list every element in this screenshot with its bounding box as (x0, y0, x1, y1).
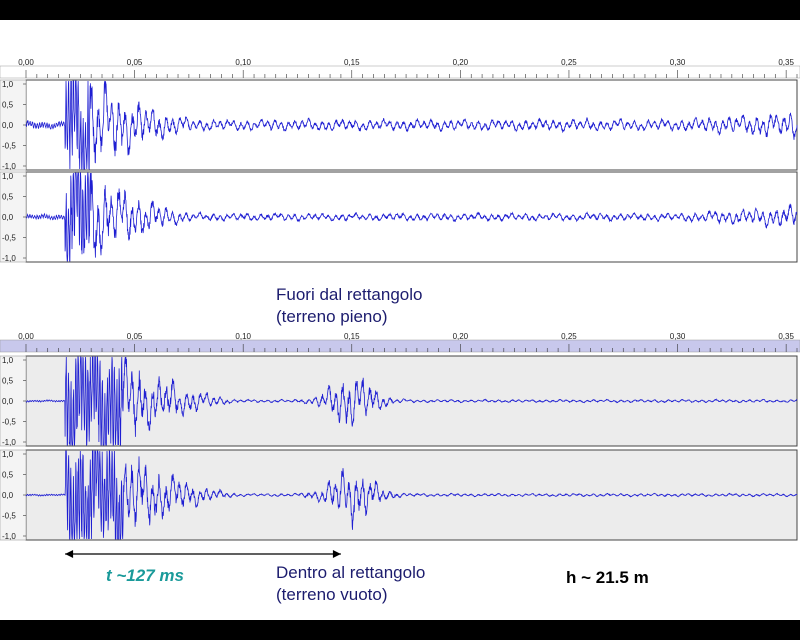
time-ruler: 0,00 0,05 0,10 0,15 0,20 0,25 0,30 0,35 (0, 332, 800, 353)
waveform-line-ch2 (25, 450, 798, 540)
height-annotation: h ~ 21.5 m (566, 568, 649, 587)
x-tick-label: 0,15 (344, 332, 360, 341)
top-caption-line1: Fuori dal rettangolo (276, 285, 423, 304)
waveform-line-ch1 (25, 356, 798, 447)
arrow-head-right (332, 550, 341, 558)
y-tick-label: 0,5 (2, 193, 14, 202)
bottom-caption: Dentro al rettangolo (terreno vuoto) (276, 562, 425, 606)
x-tick-label: 0,20 (453, 58, 469, 67)
y-tick-label: 0,5 (2, 101, 14, 110)
waveform-line-ch1 (25, 80, 798, 170)
x-tick-label: 0,05 (127, 332, 143, 341)
x-tick-label: 0,10 (235, 58, 251, 67)
top-waveform-panel: 0,00 0,05 0,10 0,15 0,20 0,25 0,30 0,35 1,0 0,5 0,… (0, 56, 800, 266)
time-annotation: t ~127 ms (106, 566, 184, 585)
x-tick-label: 0,25 (561, 332, 577, 341)
y-axis-strip (0, 449, 27, 541)
y-tick-label: -1,0 (2, 162, 16, 171)
y-tick-label: 1,0 (2, 80, 14, 89)
ruler-band (0, 65, 800, 79)
channel-track-1: 1,0 0,5 0,0 -0,5 -1,0 (0, 79, 798, 171)
y-tick-label: 1,0 (2, 450, 14, 459)
y-tick-label: -0,5 (2, 512, 16, 521)
bottom-caption-line1: Dentro al rettangolo (276, 563, 426, 582)
y-tick-label: 0,5 (2, 377, 14, 386)
waveform-line-ch2 (26, 172, 798, 262)
y-axis-strip (0, 171, 27, 263)
top-caption: Fuori dal rettangolo (terreno pieno) (276, 284, 422, 328)
time-ruler: 0,00 0,05 0,10 0,15 0,20 0,25 0,30 0,35 (0, 58, 800, 79)
x-tick-label: 0,15 (344, 58, 360, 67)
y-tick-label: -1,0 (2, 438, 16, 447)
y-tick-label: 0,0 (2, 491, 14, 500)
y-tick-label: 1,0 (2, 172, 14, 181)
channel-track-1: 1,0 0,5 0,0 -0,5 -1,0 (0, 355, 798, 447)
y-tick-label: 0,0 (2, 397, 14, 406)
arrow-head-left (65, 550, 74, 558)
x-tick-label: 0,05 (127, 58, 143, 67)
bottom-waveform-panel: 0,00 0,05 0,10 0,15 0,20 0,25 0,30 0,35 1,0 0,5 0,… (0, 330, 800, 546)
top-waveform-chart: 0,00 0,05 0,10 0,15 0,20 0,25 0,30 0,35 1,0 0,5 0,… (0, 58, 800, 263)
y-axis-strip (0, 355, 27, 447)
x-tick-label: 0,35 (778, 58, 794, 67)
y-axis-strip (0, 79, 27, 171)
y-tick-label: 0,5 (2, 471, 14, 480)
top-black-bar (0, 0, 800, 20)
x-tick-label: 0,00 (18, 58, 34, 67)
x-tick-label: 0,00 (18, 332, 34, 341)
x-tick-label: 0,20 (453, 332, 469, 341)
top-caption-line2: (terreno pieno) (276, 307, 388, 326)
y-tick-label: -1,0 (2, 254, 16, 263)
y-tick-label: -0,5 (2, 418, 16, 427)
time-span-arrow (65, 550, 341, 558)
y-tick-label: -1,0 (2, 532, 16, 541)
y-tick-label: -0,5 (2, 234, 16, 243)
bottom-black-bar (0, 620, 800, 640)
ruler-band (0, 339, 800, 353)
channel-track-2: 1,0 0,5 0,0 -0,5 -1,0 (0, 171, 798, 263)
channel-track-2: 1,0 0,5 0,0 -0,5 -1,0 (0, 449, 798, 541)
bottom-caption-line2: (terreno vuoto) (276, 585, 388, 604)
x-tick-label: 0,35 (778, 332, 794, 341)
y-tick-label: 0,0 (2, 213, 14, 222)
y-tick-label: -0,5 (2, 142, 16, 151)
x-tick-label: 0,10 (235, 332, 251, 341)
x-tick-label: 0,25 (561, 58, 577, 67)
x-tick-label: 0,30 (670, 332, 686, 341)
y-tick-label: 0,0 (2, 121, 14, 130)
bottom-waveform-chart: 0,00 0,05 0,10 0,15 0,20 0,25 0,30 0,35 1,0 0,5 0,… (0, 332, 800, 541)
y-tick-label: 1,0 (2, 356, 14, 365)
x-tick-label: 0,30 (670, 58, 686, 67)
